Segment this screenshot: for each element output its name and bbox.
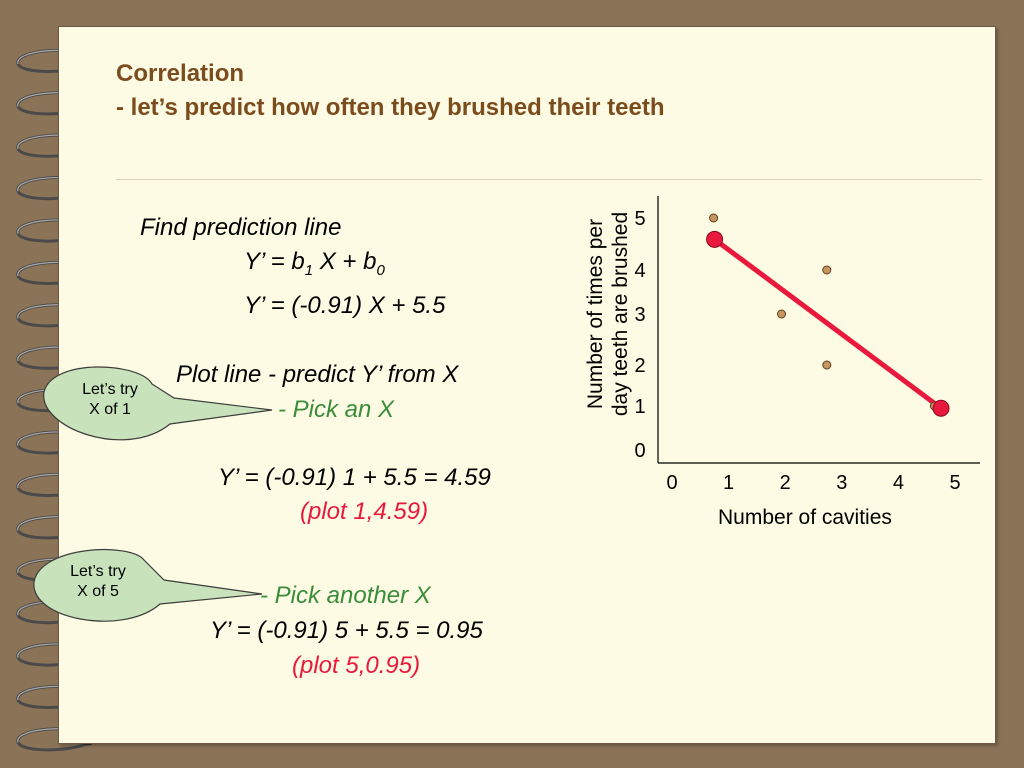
plot-point-2: (plot 5,0.95) [292, 652, 421, 679]
data-point [822, 360, 832, 370]
y-axis-label: Number of times per day teeth are brushed [584, 211, 632, 417]
x-tick-label: 4 [893, 472, 904, 494]
pick-another-x-text: - Pick another X [260, 582, 431, 609]
title-divider [116, 179, 982, 180]
data-point [822, 265, 832, 275]
slide-title: Correlation [116, 60, 245, 87]
x-tick-label: 1 [723, 472, 734, 494]
prediction-line [712, 236, 944, 411]
y-tick-label: 4 [634, 260, 645, 282]
predicted-point [706, 230, 724, 248]
data-point [777, 309, 787, 319]
bubble-2-shape [33, 548, 263, 622]
x-tick-label: 0 [666, 472, 677, 494]
find-line-text: Find prediction line [140, 214, 342, 241]
x-tick-label: 3 [836, 472, 847, 494]
y-axis-label-wrap: Number of times per day teeth are brushed [508, 204, 708, 424]
y-tick-label: 0 [634, 440, 645, 462]
plot-line-text: Plot line - predict Y’ from X [176, 361, 459, 388]
x-tick-label: 5 [949, 472, 960, 494]
plot-point-1: (plot 1,4.59) [300, 498, 429, 525]
slide-subtitle: - let’s predict how often they brushed t… [116, 94, 665, 121]
calculation-2: Y’ = (-0.91) 5 + 5.5 = 0.95 [210, 617, 483, 644]
bubble-2-text: Let’s try X of 5 [70, 563, 126, 600]
y-tick-label: 5 [634, 208, 645, 230]
bubble-1-shape [43, 366, 273, 441]
predicted-point [932, 399, 950, 417]
calculation-1: Y’ = (-0.91) 1 + 5.5 = 4.59 [218, 464, 491, 491]
x-axis-label: Number of cavities [718, 506, 892, 529]
y-tick-label: 1 [634, 396, 645, 418]
general-formula: Y’ = b1 X + b0 [244, 248, 385, 279]
data-point [709, 213, 719, 223]
y-tick-label: 3 [634, 304, 645, 326]
y-tick-label: 2 [634, 355, 645, 377]
x-tick-label: 2 [780, 472, 791, 494]
bubble-1-text: Let’s try X of 1 [82, 381, 138, 418]
prediction-equation: Y’ = (-0.91) X + 5.5 [244, 292, 446, 319]
pick-x-text: - Pick an X [278, 396, 395, 423]
